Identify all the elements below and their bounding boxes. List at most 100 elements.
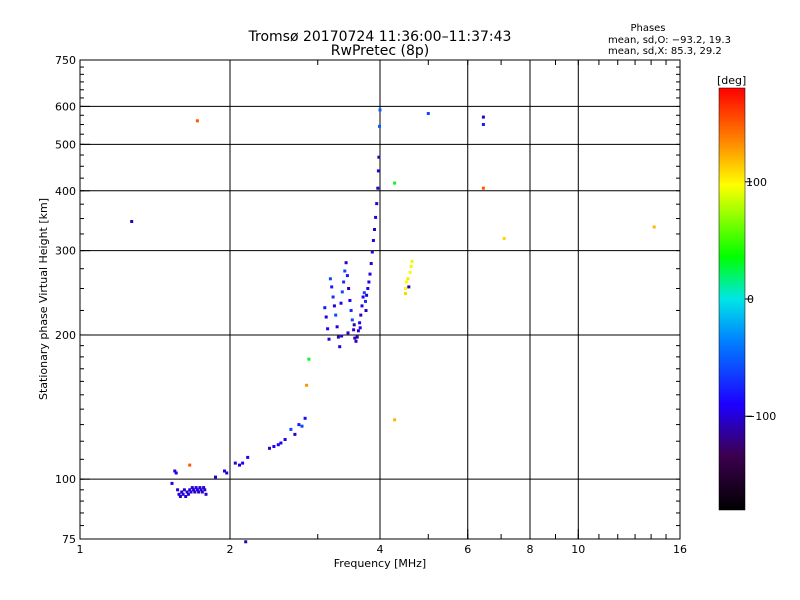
data-point	[323, 306, 327, 310]
x-axis-label: Frequency [MHz]	[334, 557, 426, 570]
data-point	[406, 277, 410, 281]
data-point	[198, 486, 202, 490]
y-tick-label: 200	[55, 329, 76, 342]
data-point	[190, 486, 194, 490]
colorbar-tick-label: 100	[746, 176, 767, 189]
data-point	[176, 488, 180, 492]
data-point	[189, 490, 193, 494]
data-point	[481, 186, 485, 190]
data-point	[300, 424, 304, 428]
data-point	[195, 488, 199, 492]
y-axis-label: Stationary phase Virtual Height [km]	[37, 198, 50, 400]
data-point	[182, 488, 186, 492]
data-point	[350, 318, 354, 322]
x-tick-label: 8	[527, 543, 534, 556]
data-point	[361, 295, 365, 299]
data-point	[332, 304, 336, 308]
colorbar-ticks: 100 0 −100	[745, 176, 776, 423]
data-point	[246, 455, 250, 459]
data-point	[481, 123, 485, 126]
data-point	[324, 315, 328, 319]
data-point	[370, 250, 374, 254]
data-point	[367, 280, 371, 284]
x-tick-label: 16	[673, 543, 687, 556]
data-point	[349, 309, 353, 312]
data-point	[340, 334, 344, 338]
data-point	[353, 336, 357, 340]
data-point	[377, 155, 381, 159]
data-point	[404, 287, 407, 290]
data-point	[339, 301, 343, 305]
axis-ticks: 1 2 4 6 8 10 16 75 100 200 300 400 500 600 750	[55, 54, 687, 556]
x-tick-label: 6	[464, 543, 471, 556]
data-point	[358, 321, 362, 325]
data-point	[197, 490, 201, 494]
data-point	[404, 292, 407, 296]
data-point	[356, 329, 360, 333]
data-point	[170, 481, 174, 485]
data-point	[338, 345, 342, 349]
phase-info-o: mean, sd,O: −93.2, 19.3	[608, 35, 731, 46]
data-point	[241, 461, 245, 465]
data-point	[375, 202, 379, 206]
data-point	[336, 335, 340, 339]
data-point	[344, 261, 348, 265]
data-point	[371, 239, 375, 242]
data-point	[200, 490, 204, 494]
colorbar-label: [deg]	[717, 74, 746, 87]
data-point	[178, 495, 182, 498]
data-point	[327, 337, 331, 341]
data-point	[360, 304, 364, 308]
data-point	[185, 490, 189, 494]
data-point	[181, 492, 185, 496]
data-point	[354, 339, 358, 343]
data-point	[342, 280, 346, 284]
data-point	[374, 215, 378, 219]
data-point	[376, 186, 380, 190]
data-point	[303, 416, 307, 420]
chart-title: Tromsø 20170724 11:36:00–11:37:43	[248, 29, 512, 45]
data-point	[369, 262, 373, 265]
data-point	[347, 287, 351, 290]
data-point	[233, 461, 237, 465]
colorbar: [deg] 100 0 −100	[717, 74, 776, 511]
data-point	[365, 293, 369, 297]
data-point	[326, 327, 330, 331]
x-tick-label: 4	[377, 543, 384, 556]
data-point	[305, 383, 309, 387]
data-point	[404, 280, 408, 284]
data-point	[340, 290, 344, 294]
data-point	[348, 299, 352, 302]
data-point	[378, 108, 382, 112]
title-block: Tromsø 20170724 11:36:00–11:37:43 RwPret…	[248, 29, 512, 59]
data-point	[195, 119, 199, 123]
data-point	[366, 287, 370, 290]
data-point	[204, 492, 208, 496]
y-tick-label: 100	[55, 473, 76, 486]
data-point	[238, 463, 241, 467]
data-point	[481, 115, 485, 119]
data-point	[393, 181, 397, 185]
data-point	[180, 490, 184, 494]
colorbar-tick-label: 0	[747, 293, 754, 306]
data-point	[194, 486, 198, 490]
phase-info: Phases mean, sd,O: −93.2, 19.3 mean, sd,…	[608, 23, 731, 57]
data-point	[426, 112, 430, 115]
data-point	[343, 269, 347, 273]
chart-subtitle: RwPretec (8p)	[331, 43, 429, 59]
data-point	[364, 309, 368, 312]
data-point	[334, 313, 338, 317]
colorbar-tick-label: −100	[746, 410, 776, 423]
y-tick-label: 750	[55, 54, 76, 67]
data-point	[408, 271, 412, 274]
data-point	[362, 291, 366, 295]
y-tick-label: 75	[62, 533, 76, 546]
data-point	[188, 488, 192, 492]
data-point	[352, 323, 356, 327]
colorbar-gradient	[719, 88, 745, 510]
data-point	[352, 328, 356, 332]
data-point	[359, 313, 363, 317]
data-point	[193, 490, 197, 494]
data-point	[244, 540, 248, 544]
data-point	[177, 492, 181, 496]
